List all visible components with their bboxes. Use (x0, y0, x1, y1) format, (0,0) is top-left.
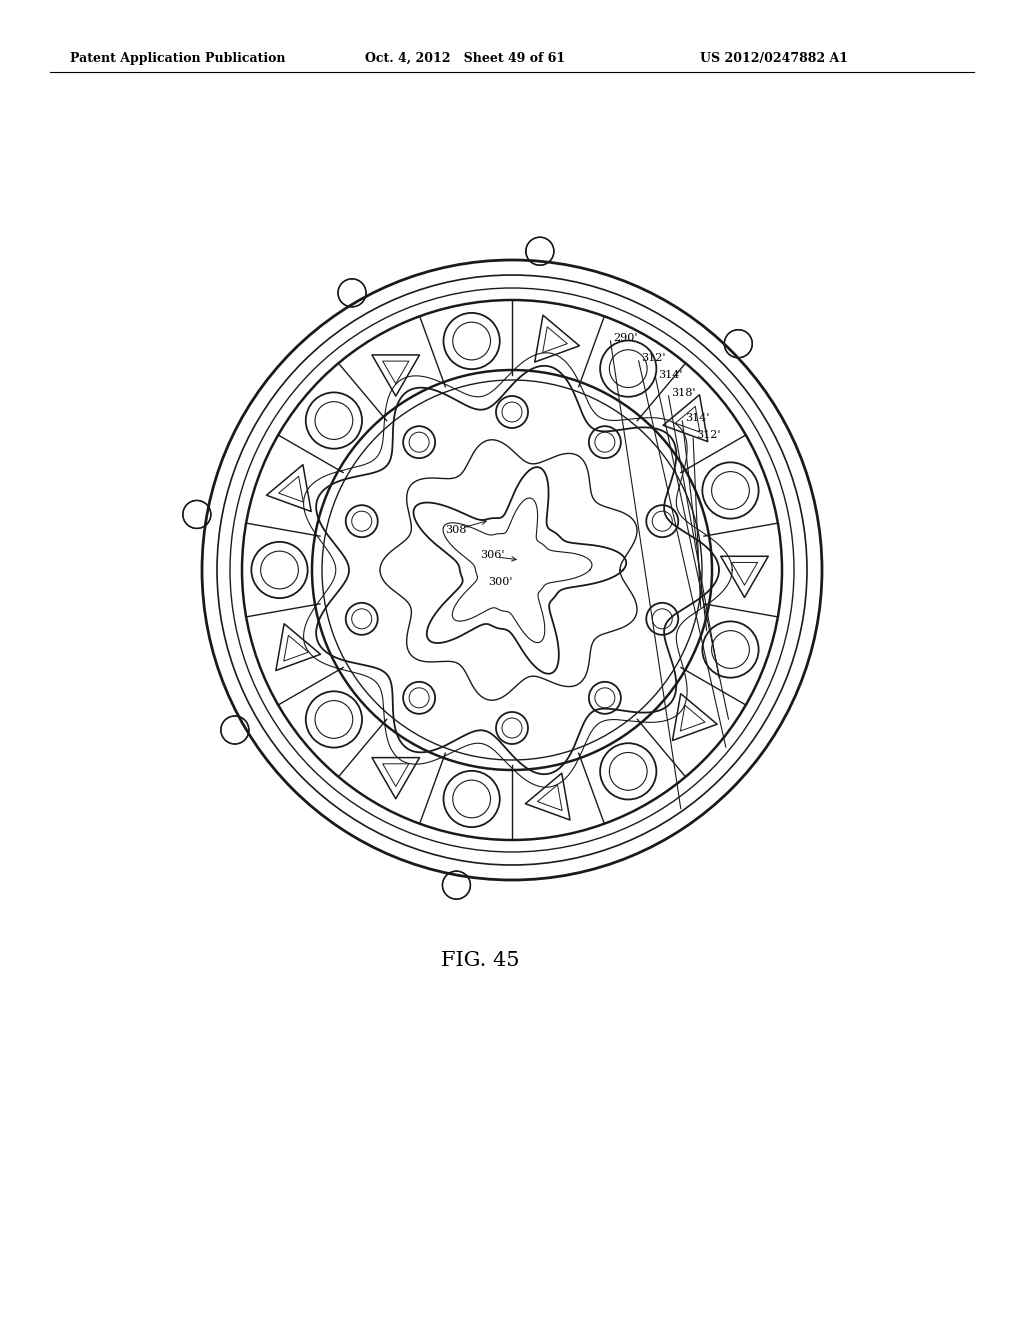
Circle shape (724, 330, 753, 358)
Text: 306': 306' (480, 550, 505, 560)
Text: 318': 318' (671, 388, 695, 399)
Text: 314': 314' (685, 413, 710, 422)
Circle shape (183, 500, 211, 528)
Text: Oct. 4, 2012   Sheet 49 of 61: Oct. 4, 2012 Sheet 49 of 61 (365, 51, 565, 65)
Text: 312': 312' (696, 430, 721, 440)
Circle shape (442, 871, 470, 899)
Text: Patent Application Publication: Patent Application Publication (70, 51, 286, 65)
Circle shape (338, 279, 366, 306)
Text: 300': 300' (488, 577, 512, 587)
Text: 308': 308' (445, 525, 469, 535)
Text: 314': 314' (658, 370, 683, 380)
Text: US 2012/0247882 A1: US 2012/0247882 A1 (700, 51, 848, 65)
Circle shape (221, 715, 249, 744)
Circle shape (526, 238, 554, 265)
Text: 290': 290' (613, 333, 638, 343)
Text: 312': 312' (641, 352, 666, 363)
Text: FIG. 45: FIG. 45 (440, 950, 519, 969)
